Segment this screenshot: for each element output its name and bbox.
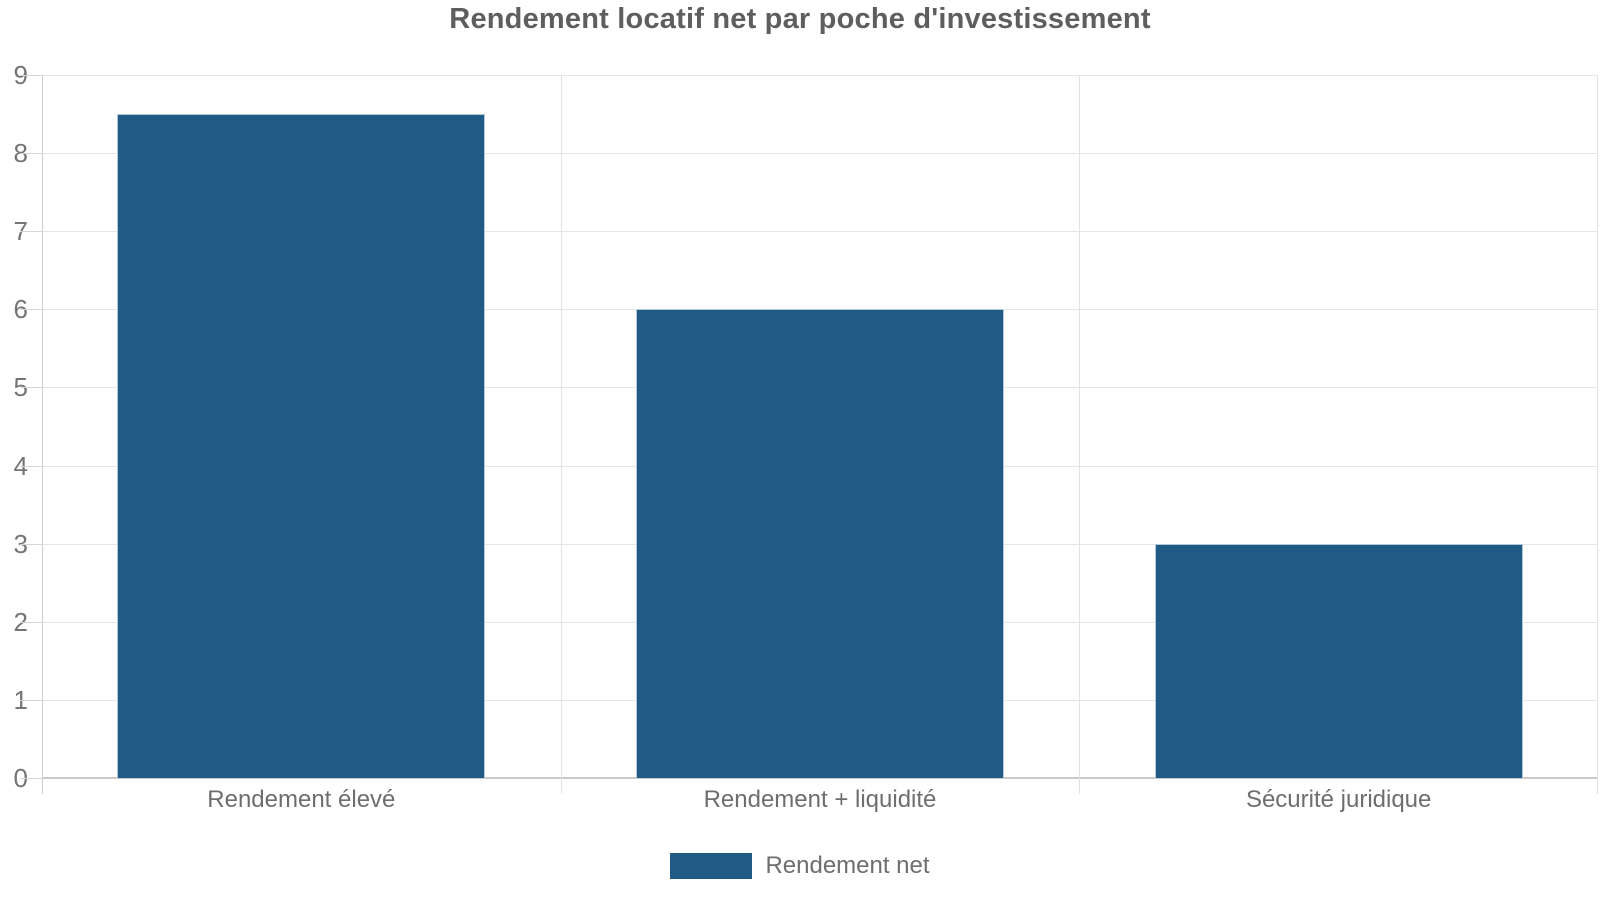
category-divider — [1079, 75, 1080, 794]
legend-label: Rendement net — [765, 852, 930, 879]
y-tick-mark — [20, 621, 42, 623]
y-tick-mark — [20, 465, 42, 467]
bar — [117, 114, 485, 778]
y-tick-mark — [20, 387, 42, 389]
x-axis-baseline — [42, 777, 1598, 779]
chart-title: Rendement locatif net par poche d'invest… — [449, 3, 1151, 35]
y-axis-line — [42, 75, 43, 794]
y-tick-mark — [20, 778, 42, 779]
bar — [636, 309, 1004, 778]
category-divider — [561, 75, 562, 794]
x-axis-labels: Rendement élevé Rendement + liquidité Sécu… — [42, 786, 1598, 818]
y-tick-mark — [20, 699, 42, 701]
y-tick-mark — [20, 543, 42, 545]
legend-swatch — [670, 853, 753, 879]
gridline — [42, 75, 1598, 76]
y-tick-mark — [20, 309, 42, 311]
plot-area — [20, 75, 1598, 794]
gridline — [42, 231, 1598, 233]
x-category-label: Rendement + liquidité — [703, 786, 937, 813]
gridline — [42, 153, 1598, 155]
x-category-label: Rendement élevé — [207, 786, 396, 813]
y-tick-mark — [20, 75, 42, 76]
y-tick-mark — [20, 153, 42, 155]
y-tick-mark — [20, 231, 42, 233]
x-category-label: Sécurité juridique — [1245, 786, 1432, 813]
bar — [1155, 544, 1523, 778]
legend: Rendement net — [0, 845, 1600, 887]
category-divider — [1597, 75, 1598, 794]
